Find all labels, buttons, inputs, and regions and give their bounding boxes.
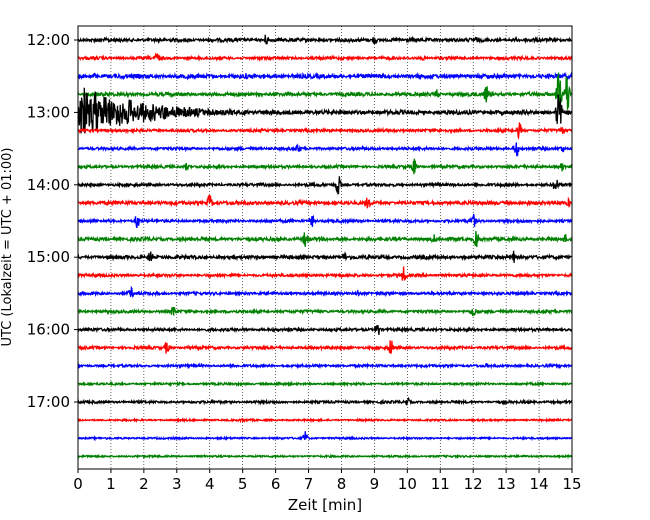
trace-1715 [78,417,572,424]
x-tick-label-1: 1 [106,475,116,493]
x-tick-label-14: 14 [530,475,549,493]
trace-1200 [78,34,572,45]
x-tick-label-0: 0 [73,475,83,493]
x-tick-label-11: 11 [431,475,450,493]
trace-1745 [78,453,572,460]
trace-1645 [78,380,572,388]
y-tick-label-1700: 17:00 [27,393,70,411]
x-tick-label-9: 9 [370,475,380,493]
y-tick-label-1400: 14:00 [27,176,70,194]
plot-frame [77,25,573,470]
y-tick-label-1200: 12:00 [27,31,70,49]
x-tick-label-13: 13 [497,475,516,493]
trace-1215 [78,52,572,62]
trace-1430 [78,213,572,229]
x-tick-label-4: 4 [205,475,215,493]
trace-1615 [78,340,572,354]
trace-1545 [78,306,572,317]
trace-1245 [78,72,572,110]
x-tick-label-12: 12 [464,475,483,493]
x-tick-label-3: 3 [172,475,182,493]
trace-1300 [78,87,572,134]
x-tick-label-2: 2 [139,475,149,493]
trace-1230 [78,71,572,81]
y-tick-label-1600: 16:00 [27,321,70,339]
y-tick-label-1300: 13:00 [27,103,70,121]
grid-lines [110,26,540,469]
trace-1600 [78,325,572,335]
x-tick-label-5: 5 [238,475,248,493]
trace-1700 [78,396,572,406]
y-ticks: 12:00 13:00 14:00 15:00 16:00 17:00 [27,31,78,411]
trace-1315 [78,122,572,140]
x-tick-label-7: 7 [304,475,314,493]
traces [78,34,572,460]
x-ticks: 0 1 2 3 4 5 6 7 8 9 10 11 12 13 14 15 [73,469,582,493]
y-axis-label: UTC (Lokalzeit = UTC + 01:00) [0,148,15,347]
x-tick-label-10: 10 [398,475,417,493]
x-axis-label: Zeit [min] [288,496,362,514]
x-tick-label-8: 8 [337,475,347,493]
trace-1400 [78,176,572,195]
trace-1730 [78,431,572,442]
trace-1515 [78,266,572,281]
trace-1345 [78,158,572,175]
trace-1630 [78,362,572,370]
trace-1530 [78,285,572,299]
trace-1330 [78,142,572,157]
trace-1445 [78,231,572,248]
x-tick-label-6: 6 [271,475,281,493]
trace-1415 [78,194,572,209]
x-tick-label-15: 15 [562,475,581,493]
trace-1500 [78,250,572,263]
y-tick-label-1500: 15:00 [27,248,70,266]
